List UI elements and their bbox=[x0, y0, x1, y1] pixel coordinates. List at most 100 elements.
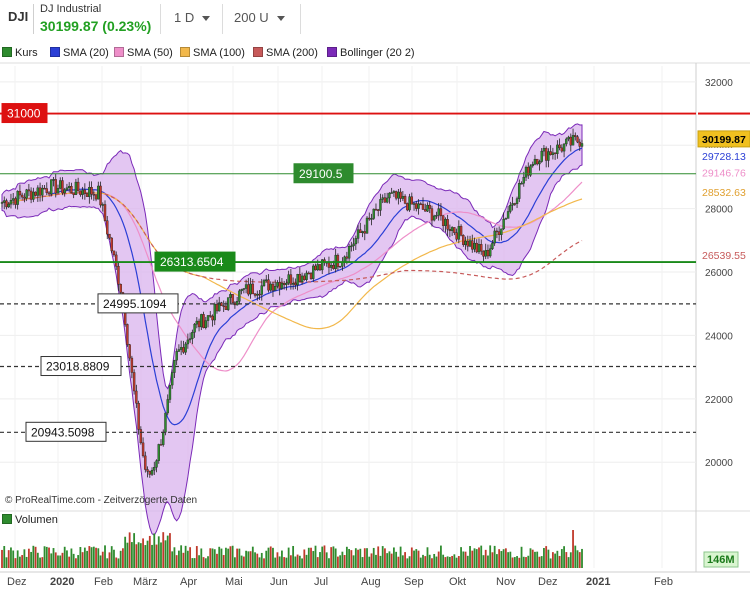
volume-bar bbox=[153, 533, 156, 568]
candle bbox=[79, 190, 82, 195]
bars-dropdown[interactable]: 200 U bbox=[234, 10, 285, 25]
volume-bar bbox=[478, 547, 480, 568]
volume-bar bbox=[276, 552, 279, 568]
candle bbox=[410, 196, 414, 205]
candle bbox=[164, 412, 167, 433]
volume-bar bbox=[375, 554, 377, 568]
candle bbox=[347, 246, 351, 259]
volume-bar bbox=[180, 545, 183, 568]
candle bbox=[278, 282, 281, 289]
candle bbox=[271, 283, 275, 291]
interval-dropdown[interactable]: 1 D bbox=[174, 10, 211, 25]
candle bbox=[374, 208, 378, 211]
level-axis-marker bbox=[698, 112, 750, 115]
volume-bar bbox=[341, 551, 344, 568]
candle bbox=[491, 242, 494, 249]
volume-bar bbox=[377, 546, 380, 568]
volume-bar bbox=[504, 548, 507, 568]
volume-bar bbox=[543, 548, 545, 568]
candle bbox=[296, 274, 299, 286]
volume-bar bbox=[487, 555, 489, 568]
volume-bar bbox=[263, 558, 265, 568]
volume-bar bbox=[104, 545, 106, 568]
volume-bar bbox=[433, 553, 436, 568]
candle bbox=[70, 185, 73, 193]
candle bbox=[97, 185, 100, 200]
candle bbox=[576, 136, 579, 143]
candle bbox=[29, 190, 33, 200]
candle bbox=[392, 191, 396, 193]
candle bbox=[544, 148, 548, 161]
candle bbox=[52, 179, 55, 181]
candle bbox=[446, 219, 449, 230]
volume-bar bbox=[110, 546, 113, 568]
volume-bar bbox=[460, 547, 462, 568]
volume-bar bbox=[372, 547, 375, 568]
volume-bar bbox=[191, 558, 194, 568]
legend-item-sma-50[interactable]: SMA (50) bbox=[114, 47, 173, 59]
candle bbox=[471, 240, 474, 250]
candle bbox=[287, 274, 290, 284]
candle bbox=[110, 237, 113, 252]
volume-bar bbox=[457, 556, 460, 568]
candle bbox=[175, 351, 178, 361]
candle bbox=[448, 229, 452, 231]
candle bbox=[153, 467, 156, 471]
x-tick-label: Feb bbox=[654, 576, 673, 588]
candle bbox=[94, 194, 98, 200]
candle bbox=[536, 158, 539, 165]
candle bbox=[11, 198, 15, 201]
candle bbox=[518, 183, 521, 199]
candle bbox=[361, 231, 364, 233]
candle bbox=[251, 283, 255, 295]
volume-bar bbox=[32, 545, 35, 568]
volume-bar bbox=[211, 548, 214, 568]
volume-bar bbox=[25, 556, 28, 568]
candle bbox=[9, 200, 13, 205]
volume-bar bbox=[66, 550, 68, 568]
candle bbox=[209, 315, 212, 317]
candle bbox=[256, 293, 259, 296]
volume-bar bbox=[3, 546, 6, 568]
legend-item-bollinger-20-2[interactable]: Bollinger (20 2) bbox=[327, 47, 415, 59]
price-axis-value: 29146.76 bbox=[702, 167, 746, 179]
volume-bar bbox=[247, 551, 250, 568]
volume-bar bbox=[122, 548, 124, 568]
candle bbox=[524, 166, 528, 178]
legend-item-sma-200[interactable]: SMA (200) bbox=[253, 47, 318, 59]
candle bbox=[562, 143, 566, 152]
symbol-label: DJI bbox=[8, 9, 29, 24]
interval-value: 1 D bbox=[174, 10, 195, 25]
volume-bar bbox=[368, 556, 371, 568]
volume-bar bbox=[195, 546, 198, 568]
legend-swatch bbox=[114, 47, 124, 57]
volume-bar bbox=[222, 555, 225, 568]
volume-bar bbox=[296, 554, 299, 568]
price-axis-tag bbox=[698, 246, 750, 263]
volume-bar bbox=[225, 547, 227, 568]
candle bbox=[14, 198, 17, 205]
candle bbox=[363, 231, 366, 234]
volume-bar bbox=[361, 557, 364, 568]
volume-bar bbox=[30, 551, 33, 568]
candle bbox=[195, 320, 199, 325]
volume-bar bbox=[406, 558, 409, 568]
legend-item-kurs[interactable]: Kurs bbox=[2, 47, 38, 59]
instrument-name: DJ Industrial bbox=[40, 3, 102, 15]
candle bbox=[265, 279, 268, 281]
volume-bar bbox=[431, 558, 433, 568]
candle bbox=[356, 229, 360, 239]
volume-bar bbox=[233, 557, 236, 568]
volume-bar bbox=[388, 551, 391, 568]
candle bbox=[184, 343, 187, 353]
legend-item-sma-20[interactable]: SMA (20) bbox=[50, 47, 109, 59]
volume-bar bbox=[229, 546, 232, 568]
volume-bar bbox=[323, 545, 326, 568]
volume-bar bbox=[500, 551, 503, 568]
legend-item-sma-100[interactable]: SMA (100) bbox=[180, 47, 245, 59]
volume-bar bbox=[265, 550, 268, 568]
volume-bar bbox=[216, 553, 218, 568]
price-axis-value: 29728.13 bbox=[702, 151, 746, 163]
volume-bar bbox=[115, 557, 118, 568]
